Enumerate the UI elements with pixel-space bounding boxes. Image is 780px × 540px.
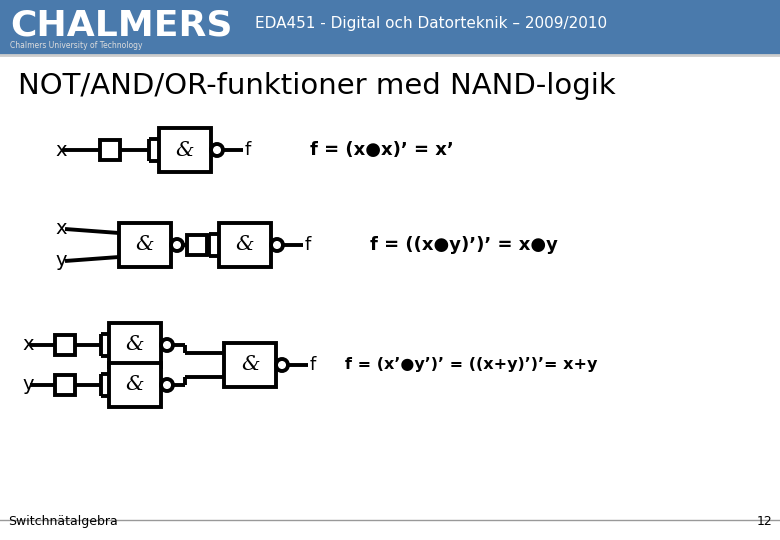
Text: f = ((x●y)’)’ = x●y: f = ((x●y)’)’ = x●y — [370, 236, 558, 254]
Text: y: y — [55, 252, 66, 271]
Text: NOT/AND/OR-funktioner med NAND-logik: NOT/AND/OR-funktioner med NAND-logik — [18, 72, 615, 100]
Circle shape — [276, 359, 288, 371]
Bar — [55, 335, 75, 355]
Text: x: x — [55, 140, 66, 159]
Text: f: f — [305, 236, 311, 254]
Bar — [55, 375, 75, 395]
Text: f = (x●x)’ = x’: f = (x●x)’ = x’ — [310, 141, 454, 159]
Bar — [100, 140, 120, 160]
Text: y: y — [22, 375, 34, 395]
Bar — [224, 343, 276, 387]
Text: &: & — [241, 355, 259, 375]
Circle shape — [271, 239, 283, 251]
Text: x: x — [55, 219, 66, 239]
Text: &: & — [126, 335, 144, 354]
Text: Chalmers University of Technology: Chalmers University of Technology — [10, 41, 143, 50]
Text: CHALMERS: CHALMERS — [10, 8, 232, 42]
Bar — [159, 128, 211, 172]
Circle shape — [171, 239, 183, 251]
Text: &: & — [236, 235, 254, 254]
Bar — [109, 323, 161, 367]
Text: x: x — [22, 335, 34, 354]
Bar — [119, 223, 171, 267]
Text: &: & — [126, 375, 144, 395]
Circle shape — [161, 379, 173, 391]
Text: &: & — [136, 235, 154, 254]
Text: Switchnätalgebra: Switchnätalgebra — [8, 515, 118, 528]
Circle shape — [161, 339, 173, 351]
Text: f = (x’●y’)’ = ((x+y)’)’= x+y: f = (x’●y’)’ = ((x+y)’)’= x+y — [345, 357, 597, 373]
Text: f: f — [310, 356, 316, 374]
Text: f: f — [245, 141, 251, 159]
Text: 12: 12 — [757, 515, 772, 528]
Text: &: & — [176, 140, 194, 159]
Bar — [109, 363, 161, 407]
Circle shape — [211, 144, 223, 156]
Bar — [219, 223, 271, 267]
Bar — [0, 0, 780, 55]
Text: EDA451 - Digital och Datorteknik – 2009/2010: EDA451 - Digital och Datorteknik – 2009/… — [255, 16, 607, 31]
Bar — [187, 235, 207, 255]
